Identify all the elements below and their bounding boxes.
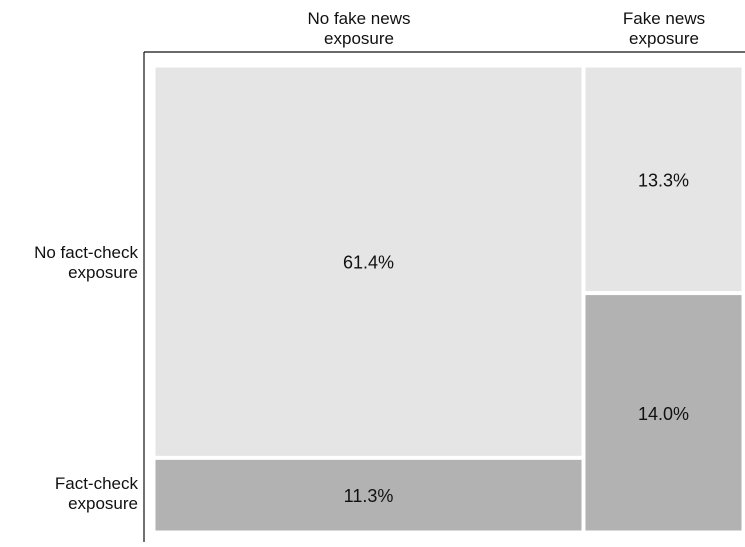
mosaic-cell-label: 14.0% (638, 404, 689, 424)
mosaic-cell-1-0 (584, 66, 743, 293)
mosaic-cell-1-1 (584, 294, 743, 532)
row-header-1-line-2: exposure (68, 263, 138, 282)
column-header-1: No fake news exposure (308, 9, 411, 48)
mosaic-cell-0-0 (154, 66, 583, 457)
row-header-2: Fact-check exposure (55, 474, 139, 513)
column-header-1-line-2: exposure (324, 29, 394, 48)
row-header-1-line-1: No fact-check (34, 243, 138, 262)
row-header-1: No fact-check exposure (34, 243, 138, 282)
mosaic-cell-label: 61.4% (343, 253, 394, 273)
mosaic-cell-0-1 (154, 458, 583, 532)
mosaic-cell-label: 13.3% (638, 170, 689, 190)
column-header-2-line-2: exposure (629, 29, 699, 48)
row-header-2-line-1: Fact-check (55, 474, 139, 493)
row-header-2-line-2: exposure (68, 494, 138, 513)
column-header-2-line-1: Fake news (623, 9, 705, 28)
column-header-2: Fake news exposure (623, 9, 705, 48)
cells-layer (154, 66, 743, 532)
mosaic-cell-label: 11.3% (344, 486, 394, 506)
column-header-1-line-1: No fake news (308, 9, 411, 28)
axes-layer (143, 51, 745, 542)
labels-layer: 61.4%11.3%13.3%14.0%No fake news exposure… (34, 9, 705, 513)
